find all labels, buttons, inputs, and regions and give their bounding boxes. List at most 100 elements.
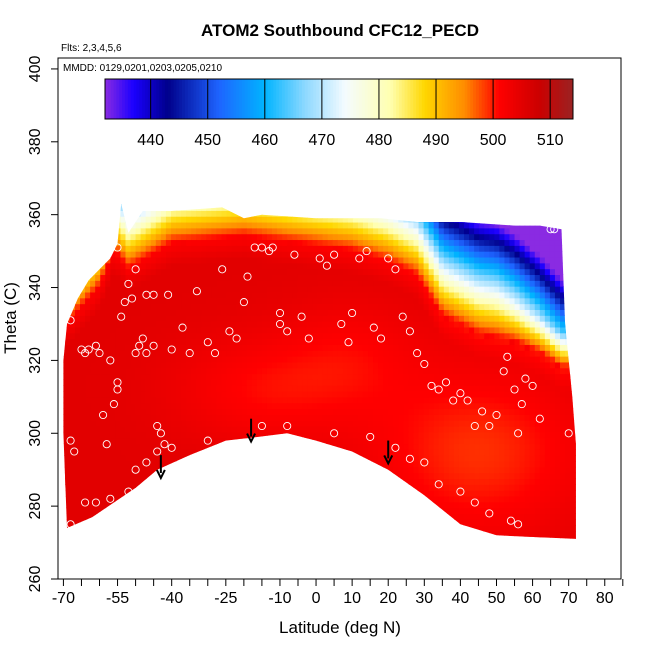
heatmap-cell	[403, 338, 410, 345]
heatmap-cell	[135, 227, 142, 235]
heatmap-cell	[327, 449, 334, 456]
heatmap-cell	[241, 280, 248, 287]
heatmap-cell	[176, 495, 182, 503]
heatmap-cell	[266, 321, 273, 328]
heatmap-cell	[373, 338, 379, 345]
heatmap-cell	[246, 280, 253, 287]
heatmap-cell	[100, 478, 106, 485]
heatmap-cell	[357, 350, 364, 357]
heatmap-cell	[312, 350, 319, 357]
heatmap-cell	[241, 256, 248, 264]
heatmap-cell	[201, 321, 207, 328]
heatmap-cell	[236, 472, 243, 480]
heatmap-cell	[226, 437, 233, 445]
heatmap-cell	[312, 460, 319, 468]
heatmap-cell	[287, 280, 293, 287]
heatmap-cell	[231, 507, 238, 515]
heatmap-cell	[378, 203, 384, 206]
heatmap-cell	[63, 396, 66, 404]
heatmap-cell	[176, 490, 182, 497]
heatmap-cell	[231, 210, 238, 217]
heatmap-cell	[448, 402, 455, 410]
heatmap-cell	[282, 402, 288, 410]
heatmap-cell	[474, 391, 480, 398]
heatmap-cell	[90, 227, 96, 235]
heatmap-cell	[105, 193, 111, 199]
heatmap-cell	[433, 466, 440, 474]
heatmap-cell	[337, 490, 344, 497]
heatmap-cell	[236, 530, 243, 538]
heatmap-cell	[145, 344, 152, 351]
heatmap-cell	[63, 251, 66, 258]
heatmap-cell	[458, 326, 465, 334]
heatmap-cell	[357, 443, 364, 450]
heatmap-cell	[80, 350, 86, 357]
heatmap-cell	[342, 408, 349, 415]
heatmap-cell	[130, 507, 137, 515]
heatmap-cell	[292, 379, 298, 386]
heatmap-cell	[201, 396, 207, 404]
heatmap-cell	[181, 315, 187, 322]
heatmap-cell	[261, 286, 268, 293]
heatmap-cell	[155, 233, 162, 241]
heatmap-cell	[251, 443, 258, 450]
heatmap-cell	[398, 414, 404, 421]
heatmap-cell	[196, 233, 202, 241]
heatmap-cell	[277, 286, 283, 293]
heatmap-cell	[261, 210, 268, 217]
heatmap-cell	[337, 321, 344, 328]
heatmap-cell	[428, 460, 435, 468]
heatmap-cell	[266, 216, 273, 223]
heatmap-cell	[63, 216, 66, 223]
heatmap-cell	[458, 414, 465, 421]
heatmap-cell	[383, 233, 389, 241]
heatmap-cell	[236, 484, 243, 491]
heatmap-cell	[191, 203, 197, 206]
heatmap-cell	[266, 472, 273, 480]
heatmap-cell	[368, 286, 374, 293]
heatmap-cell	[170, 268, 177, 276]
heatmap-cell	[100, 443, 106, 450]
heatmap-cell	[327, 513, 334, 520]
heatmap-cell	[398, 373, 404, 380]
heatmap-cell	[63, 268, 66, 276]
heatmap-cell	[130, 530, 137, 538]
heatmap-cell	[165, 321, 172, 328]
heatmap-cell	[125, 291, 132, 299]
heatmap-cell	[332, 385, 339, 392]
heatmap-cell	[317, 344, 324, 351]
heatmap-cell	[115, 262, 122, 270]
heatmap-cell	[165, 460, 172, 468]
heatmap-cell	[327, 466, 334, 474]
heatmap-cell	[246, 309, 253, 316]
heatmap-cell	[236, 449, 243, 456]
heatmap-cell	[453, 204, 460, 211]
heatmap-cell	[211, 210, 218, 217]
heatmap-cell	[100, 204, 106, 211]
heatmap-cell	[206, 245, 212, 252]
heatmap-cell	[186, 297, 192, 305]
heatmap-cell	[282, 321, 288, 328]
heatmap-cell	[307, 274, 314, 281]
heatmap-cell	[337, 356, 344, 363]
heatmap-cell	[469, 203, 475, 206]
heatmap-cell	[165, 443, 172, 450]
heatmap-cell	[464, 268, 470, 276]
heatmap-cell	[170, 449, 177, 456]
heatmap-cell	[181, 274, 187, 281]
heatmap-cell	[302, 291, 308, 299]
heatmap-cell	[186, 268, 192, 276]
heatmap-cell	[332, 262, 339, 270]
heatmap-cell	[448, 338, 455, 345]
heatmap-cell	[413, 396, 420, 404]
heatmap-cell	[479, 536, 485, 539]
heatmap-cell	[398, 431, 404, 439]
heatmap-cell	[368, 268, 374, 276]
heatmap-cell	[327, 385, 334, 392]
heatmap-cell	[206, 239, 212, 246]
heatmap-cell	[398, 460, 404, 468]
heatmap-cell	[297, 495, 303, 503]
heatmap-cell	[80, 525, 86, 532]
heatmap-cell	[292, 478, 298, 485]
heatmap-cell	[378, 490, 384, 497]
